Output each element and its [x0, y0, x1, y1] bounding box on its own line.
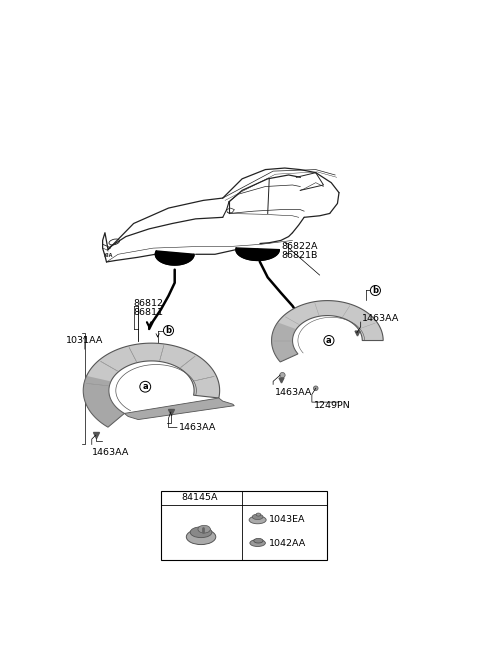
Polygon shape	[83, 376, 124, 427]
Polygon shape	[83, 343, 220, 427]
Text: 1463AA: 1463AA	[179, 423, 216, 432]
Text: 86811: 86811	[133, 308, 164, 317]
Text: 1463AA: 1463AA	[92, 447, 129, 457]
Circle shape	[140, 381, 151, 392]
Polygon shape	[124, 398, 234, 420]
Circle shape	[313, 386, 318, 390]
Ellipse shape	[198, 525, 210, 533]
Circle shape	[371, 285, 381, 295]
Text: b: b	[372, 286, 378, 295]
Text: 1463AA: 1463AA	[362, 314, 400, 323]
Circle shape	[167, 493, 176, 502]
Text: 1463AA: 1463AA	[275, 388, 312, 397]
Text: a: a	[169, 493, 174, 502]
Circle shape	[247, 493, 256, 502]
Text: a: a	[143, 382, 148, 391]
Text: 86822A: 86822A	[282, 242, 318, 251]
Ellipse shape	[254, 539, 263, 543]
Circle shape	[164, 325, 174, 335]
Text: 84145A: 84145A	[181, 493, 217, 502]
Circle shape	[324, 335, 334, 346]
FancyBboxPatch shape	[161, 491, 327, 560]
Polygon shape	[236, 248, 279, 260]
Text: 1043EA: 1043EA	[269, 516, 306, 524]
Polygon shape	[272, 300, 383, 362]
Text: 86812: 86812	[133, 299, 164, 308]
Ellipse shape	[252, 514, 263, 520]
Text: a: a	[326, 336, 332, 345]
Ellipse shape	[256, 513, 261, 516]
Text: 1042AA: 1042AA	[269, 539, 307, 548]
Text: KIA: KIA	[103, 253, 113, 258]
Text: 1031AA: 1031AA	[66, 336, 104, 345]
Ellipse shape	[190, 527, 212, 538]
Text: 1249PN: 1249PN	[313, 401, 350, 410]
Text: 86821B: 86821B	[282, 251, 318, 260]
Ellipse shape	[186, 529, 216, 544]
Ellipse shape	[249, 516, 266, 523]
Polygon shape	[272, 322, 298, 362]
Text: b: b	[166, 326, 171, 335]
Polygon shape	[156, 251, 194, 265]
Ellipse shape	[250, 540, 265, 546]
Text: b: b	[249, 493, 254, 502]
Circle shape	[280, 373, 285, 378]
